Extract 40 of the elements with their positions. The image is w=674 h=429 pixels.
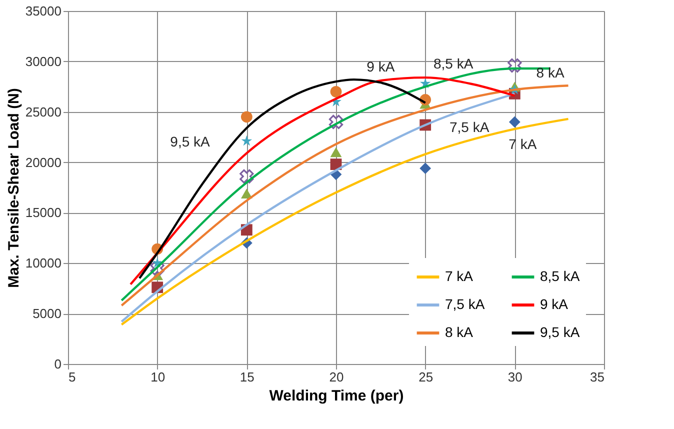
y-tick-label: 10000 bbox=[25, 256, 62, 271]
legend-label: 8 kA bbox=[445, 324, 474, 340]
point bbox=[150, 261, 164, 276]
legend-label: 7 kA bbox=[445, 268, 474, 284]
x-tick-label: 5 bbox=[68, 370, 76, 384]
legend-label: 9,5 kA bbox=[540, 324, 580, 340]
x-tick-label: 25 bbox=[418, 370, 434, 384]
point bbox=[240, 169, 254, 184]
legend-label: 8,5 kA bbox=[540, 268, 580, 284]
point bbox=[508, 116, 520, 128]
y-tick-label: 0 bbox=[54, 356, 62, 372]
y-tick-label: 5000 bbox=[32, 306, 62, 322]
annotation: 8 kA bbox=[536, 64, 565, 81]
y-tick-label: 25000 bbox=[25, 104, 62, 120]
x-tick-label: 10 bbox=[150, 370, 166, 384]
point bbox=[508, 58, 522, 73]
point bbox=[328, 114, 344, 130]
annotation: 9,5 kA bbox=[170, 133, 210, 150]
y-tick-label: 20000 bbox=[25, 154, 62, 170]
legend-label: 9 kA bbox=[540, 296, 569, 312]
annotation: 8,5 kA bbox=[433, 56, 474, 72]
x-axis-title: Welding Time (per) bbox=[269, 388, 404, 404]
annotation: 9 kA bbox=[366, 58, 396, 75]
x-tick-label: 35 bbox=[590, 370, 604, 384]
point bbox=[241, 135, 252, 146]
point bbox=[240, 188, 252, 198]
point bbox=[420, 162, 432, 174]
annotation: 7 kA bbox=[508, 136, 538, 152]
x-tick-label: 20 bbox=[329, 370, 344, 384]
point bbox=[330, 147, 342, 158]
y-tick-label: 15000 bbox=[25, 205, 62, 220]
point bbox=[330, 86, 342, 98]
y-axis-title: Max. Tensile-Shear Load (N) bbox=[5, 88, 22, 288]
y-tick-label: 35000 bbox=[25, 4, 62, 18]
x-tick-label: 15 bbox=[240, 370, 254, 384]
y-tick-label: 30000 bbox=[25, 54, 62, 69]
legend-label: 7,5 kA bbox=[445, 296, 486, 312]
point bbox=[240, 111, 252, 123]
x-tick-label: 30 bbox=[508, 370, 522, 384]
annotation: 7,5 kA bbox=[449, 118, 490, 135]
